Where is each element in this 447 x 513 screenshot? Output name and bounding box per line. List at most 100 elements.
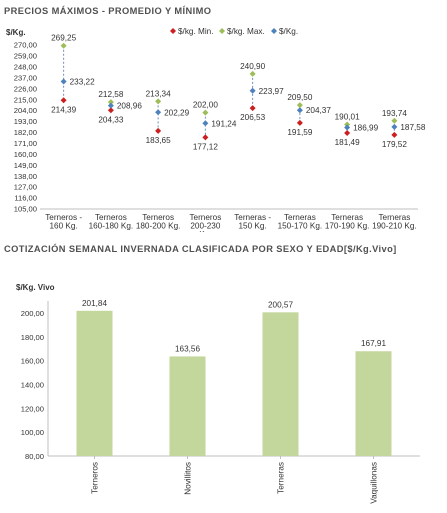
y-tick-label: 120,00 — [21, 404, 44, 413]
min-value-label: 206,53 — [240, 113, 265, 122]
y-tick-label: 140,00 — [21, 381, 44, 390]
x-category-label: 200-230 — [190, 222, 220, 231]
y-tick-label: 248,00 — [14, 62, 37, 71]
bar-value-label: 201,84 — [82, 299, 107, 308]
y-tick-label: 149,00 — [14, 161, 37, 170]
chart2-title: COTIZACIÓN SEMANAL INVERNADA CLASIFICADA… — [4, 244, 397, 254]
legend-marker — [271, 28, 277, 34]
avg-marker — [202, 120, 209, 127]
avg-marker — [391, 123, 398, 130]
y-tick-label: 116,00 — [14, 194, 37, 203]
x-category-label: Terneras — [331, 213, 363, 222]
avg-marker — [296, 107, 303, 114]
avg-value-label: 233,22 — [70, 78, 95, 87]
min-value-label: 204,33 — [98, 115, 123, 124]
x-category-label: Terneras — [378, 213, 410, 222]
min-value-label: 179,52 — [382, 140, 407, 149]
avg-value-label: 186,99 — [353, 124, 378, 133]
x-category-label: 180-200 Kg. — [136, 222, 181, 231]
legend-marker — [219, 28, 225, 34]
x-category-label: Novillitos — [184, 462, 193, 495]
avg-marker — [249, 87, 256, 94]
max-marker — [60, 42, 67, 49]
y-tick-label: 226,00 — [14, 84, 37, 93]
y-axis-unit: $/Kg. — [6, 28, 26, 37]
x-category-label: Terneros — [142, 213, 174, 222]
min-value-label: 181,49 — [335, 138, 360, 147]
x-category-label: Terneros - — [45, 213, 82, 222]
x-category-label: Terneras — [284, 213, 316, 222]
chart1-title: PRECIOS MÁXIMOS - PROMEDIO Y MÍNIMO — [4, 6, 212, 16]
x-category-label: 190-210 Kg. — [372, 222, 417, 231]
max-value-label: 202,00 — [193, 101, 218, 110]
avg-marker — [155, 109, 162, 116]
bar — [355, 351, 392, 456]
y-tick-label: 160,00 — [14, 150, 37, 159]
y-tick-label: 215,00 — [14, 95, 37, 104]
y-tick-label: 180,00 — [21, 333, 44, 342]
min-marker — [249, 105, 256, 112]
y-tick-label: 105,00 — [14, 205, 37, 214]
max-marker — [107, 99, 114, 106]
x-category-label: Terneros — [95, 213, 127, 222]
y-tick-label: 193,00 — [14, 117, 37, 126]
x-category-label: Terneros — [91, 462, 100, 494]
min-marker — [202, 134, 209, 141]
x-category-label: Terneras — [277, 462, 286, 494]
x-category-label: Terneros — [189, 213, 221, 222]
max-marker — [155, 98, 162, 105]
min-marker — [60, 97, 67, 104]
avg-marker — [60, 78, 67, 85]
max-marker — [202, 109, 209, 116]
y-tick-label: 80,00 — [25, 452, 44, 461]
bar — [262, 312, 299, 456]
avg-value-label: 204,37 — [306, 106, 331, 115]
avg-value-label: 208,96 — [117, 102, 142, 111]
max-value-label: 190,01 — [335, 113, 360, 122]
min-value-label: 183,65 — [146, 136, 171, 145]
x-category-label: 160 Kg. — [50, 222, 78, 231]
max-value-label: 209,50 — [287, 93, 312, 102]
y-tick-label: 182,00 — [14, 128, 37, 137]
y-tick-label: 204,00 — [14, 106, 37, 115]
x-category-label: Vaquillonas — [370, 462, 379, 504]
x-category-label: 150 Kg. — [239, 222, 267, 231]
max-marker — [391, 117, 398, 124]
max-value-label: 269,25 — [51, 34, 76, 43]
y-tick-label: 160,00 — [21, 357, 44, 366]
max-value-label: 193,74 — [382, 109, 407, 118]
min-marker — [391, 131, 398, 138]
min-marker — [344, 129, 351, 136]
avg-value-label: 187,58 — [400, 123, 425, 132]
x-category-label: 160-180 Kg. — [89, 222, 134, 231]
min-value-label: 191,59 — [287, 128, 312, 137]
min-marker — [155, 127, 162, 134]
y-tick-label: 171,00 — [14, 139, 37, 148]
min-value-label: 214,39 — [51, 105, 76, 114]
min-marker — [107, 107, 114, 114]
avg-value-label: 202,29 — [164, 108, 189, 117]
x-category-label: 170-190 Kg. — [325, 222, 370, 231]
min-value-label: 177,12 — [193, 142, 218, 151]
max-marker — [249, 70, 256, 77]
y-axis-unit: $/Kg. Vivo — [16, 283, 55, 292]
bar-value-label: 163,56 — [175, 344, 200, 353]
legend-label: $/Kg. — [279, 27, 298, 36]
bar-value-label: 167,91 — [361, 339, 386, 348]
avg-marker — [107, 102, 114, 109]
avg-value-label: 223,97 — [259, 87, 284, 96]
x-category-label: Terneras - — [234, 213, 271, 222]
price-range-chart: $/Kg. 105,00 116,00 127,00 138,00 149,00 160,0… — [6, 27, 426, 232]
y-tick-label: 200,00 — [21, 309, 44, 318]
avg-marker — [344, 124, 351, 131]
bar-value-label: 200,57 — [268, 300, 293, 309]
y-tick-label: 127,00 — [14, 183, 37, 192]
legend-label: $/kg. Min. — [178, 27, 214, 36]
bar — [169, 356, 206, 456]
max-marker — [344, 121, 351, 128]
legend-marker — [170, 28, 176, 34]
y-tick-label: 237,00 — [14, 73, 37, 82]
max-value-label: 213,34 — [146, 89, 171, 98]
max-value-label: 212,58 — [98, 90, 123, 99]
